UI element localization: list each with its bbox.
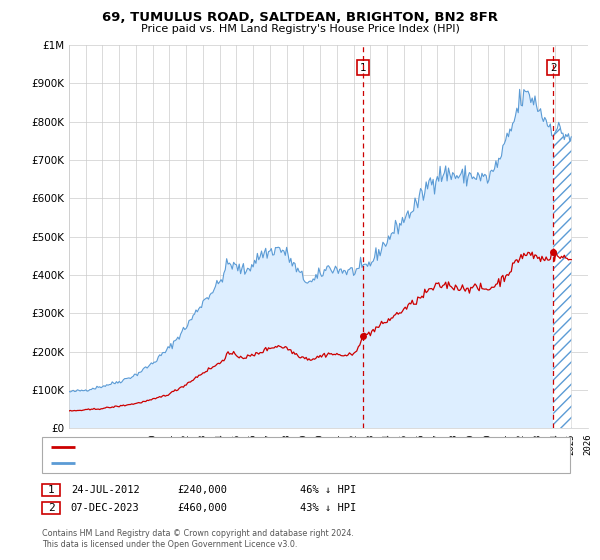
Text: 43% ↓ HPI: 43% ↓ HPI — [300, 503, 356, 513]
Text: 07-DEC-2023: 07-DEC-2023 — [71, 503, 140, 513]
Text: 69, TUMULUS ROAD, SALTDEAN, BRIGHTON, BN2 8FR (detached house): 69, TUMULUS ROAD, SALTDEAN, BRIGHTON, BN… — [78, 442, 416, 451]
Text: Contains HM Land Registry data © Crown copyright and database right 2024.
This d: Contains HM Land Registry data © Crown c… — [42, 529, 354, 549]
Text: £460,000: £460,000 — [177, 503, 227, 513]
Text: 1: 1 — [47, 485, 55, 495]
Text: 2: 2 — [550, 63, 556, 73]
Text: 24-JUL-2012: 24-JUL-2012 — [71, 485, 140, 495]
Text: 2: 2 — [47, 503, 55, 513]
Text: 69, TUMULUS ROAD, SALTDEAN, BRIGHTON, BN2 8FR: 69, TUMULUS ROAD, SALTDEAN, BRIGHTON, BN… — [102, 11, 498, 24]
Text: 1: 1 — [359, 63, 367, 73]
Text: HPI: Average price, detached house, Brighton and Hove: HPI: Average price, detached house, Brig… — [78, 459, 343, 468]
Text: 46% ↓ HPI: 46% ↓ HPI — [300, 485, 356, 495]
Text: £240,000: £240,000 — [177, 485, 227, 495]
Text: Price paid vs. HM Land Registry's House Price Index (HPI): Price paid vs. HM Land Registry's House … — [140, 24, 460, 34]
